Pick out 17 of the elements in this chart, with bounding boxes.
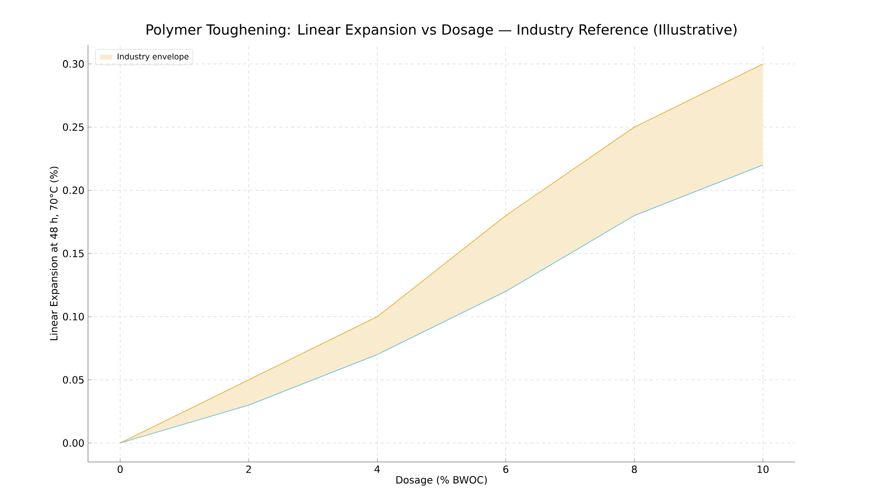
x-tick-label: 4: [374, 466, 380, 473]
chart-title: Polymer Toughening: Linear Expansion vs Dosage — Industry Reference (Illustrative): [146, 24, 737, 38]
y-tick-label: 0.25: [62, 123, 84, 131]
x-tick-label: 10: [758, 465, 769, 474]
line-series: [120, 164, 764, 444]
y-tick-label: 0.05: [62, 376, 84, 384]
x-tick-label: 6: [503, 465, 508, 474]
x-tick-label: 0: [118, 465, 123, 474]
x-tick-label: 8: [632, 465, 637, 474]
y-tick-label: 0.20: [62, 186, 84, 194]
y-axis-title: Linear Expansion at 48 h, 70°C (%): [50, 166, 60, 340]
x-tick-label: 2: [246, 465, 251, 473]
x-axis-title: Dosage (% BWOC): [396, 476, 487, 486]
y-tick-label: 0.15: [62, 250, 84, 258]
y-tick-label: 0.10: [62, 312, 84, 320]
y-tick-label: 0.00: [62, 439, 84, 447]
y-tick-label: 0.30: [62, 60, 84, 68]
